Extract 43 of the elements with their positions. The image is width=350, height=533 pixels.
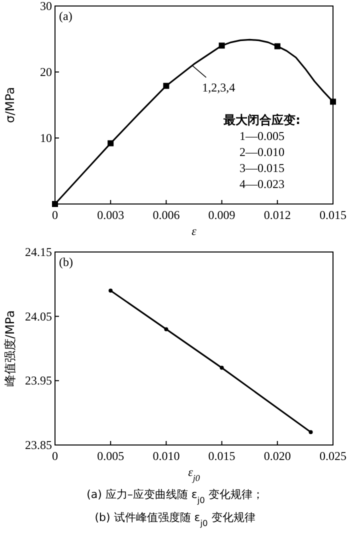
y-axis-title: σ/MPa — [3, 86, 17, 124]
point — [330, 98, 336, 105]
y-axis-title: 峰值强度/MPa — [3, 310, 17, 387]
point — [164, 327, 168, 332]
point — [108, 288, 113, 293]
x-tick-label: 0.020 — [264, 449, 291, 463]
point — [220, 366, 224, 370]
x-axis-title: ε$_{j0}$ — [188, 465, 200, 483]
annotation: 1,2,3,4 — [202, 80, 236, 94]
x-tick-label: 0.012 — [264, 208, 291, 222]
y-tick-label: 20 — [40, 65, 52, 79]
point — [108, 140, 114, 146]
y-tick-label: 10 — [40, 131, 52, 145]
point — [274, 43, 280, 50]
point — [52, 201, 58, 207]
text: (a) 应力–应变曲线随 ε$_{j0}$ 变化规律； — [86, 488, 264, 505]
point — [308, 430, 313, 434]
annotation: 4—0.023 — [240, 177, 284, 191]
y-tick-label: 24.15 — [25, 245, 52, 259]
x-tick-label: 0 — [52, 449, 58, 463]
y-tick-label: 24.05 — [25, 309, 52, 324]
x-tick-label: 0.006 — [152, 208, 180, 222]
x-tick-label: 0.025 — [320, 449, 346, 463]
y-tick-label: 23.95 — [25, 374, 52, 388]
point — [218, 42, 225, 49]
y-tick-label: 23.85 — [25, 438, 52, 452]
x-tick-label: 0.009 — [208, 208, 236, 222]
text: (b) 试件峰值强度随 ε$_{j0}$ 变化规律 — [94, 511, 256, 528]
x-tick-label: 0.005 — [97, 449, 124, 463]
x-axis-title: ε — [192, 224, 197, 238]
annotation: 3—0.015 — [240, 161, 284, 175]
annotation: 1—0.005 — [240, 129, 284, 143]
annotation: 最大闭合应变: — [222, 113, 300, 127]
y-tick-label: 30 — [40, 0, 52, 13]
annotation: (b) — [59, 255, 73, 269]
point — [163, 82, 170, 89]
x-tick-label: 0.010 — [152, 449, 180, 463]
x-tick-label: 0.015 — [320, 208, 346, 222]
x-tick-label: 0.015 — [208, 449, 236, 463]
x-tick-label: 0.003 — [97, 208, 124, 222]
annotation: (a) — [59, 9, 72, 23]
x-tick-label: 0 — [52, 208, 58, 222]
annotation: 2—0.010 — [240, 145, 284, 159]
